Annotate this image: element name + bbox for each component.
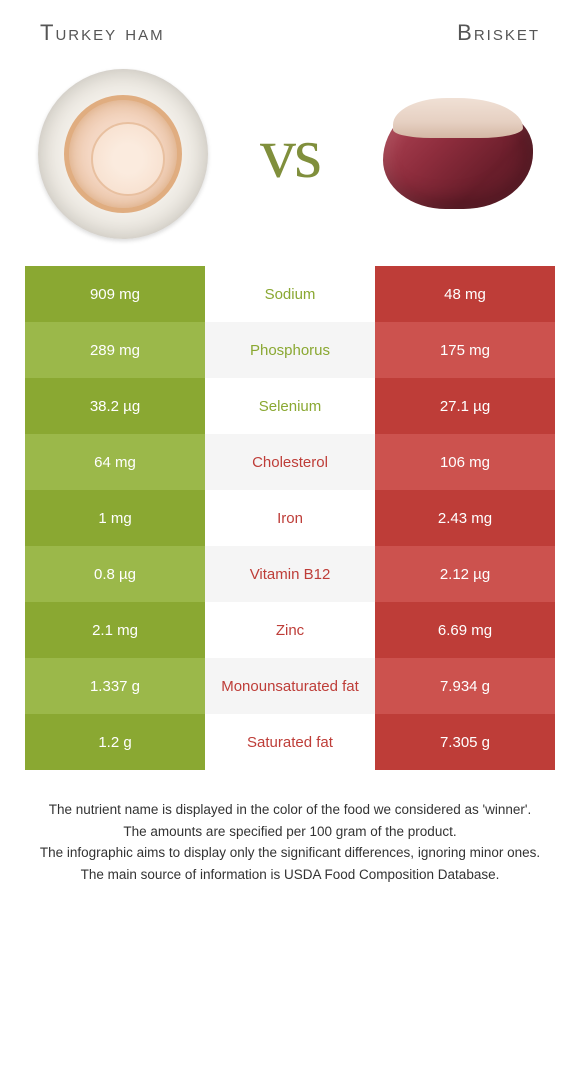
- infographic-container: Turkey ham Brisket vs 909 mg Sodium 48 m…: [0, 0, 580, 906]
- nutrient-name: Vitamin B12: [205, 546, 375, 602]
- table-row: 909 mg Sodium 48 mg: [25, 266, 555, 322]
- right-value: 106 mg: [375, 434, 555, 490]
- left-food-title: Turkey ham: [40, 20, 165, 46]
- table-row: 64 mg Cholesterol 106 mg: [25, 434, 555, 490]
- right-value: 7.934 g: [375, 658, 555, 714]
- right-food-image: [370, 66, 545, 241]
- right-food-title: Brisket: [457, 20, 540, 46]
- left-food-image: [35, 66, 210, 241]
- nutrient-table: 909 mg Sodium 48 mg 289 mg Phosphorus 17…: [0, 266, 580, 770]
- table-row: 2.1 mg Zinc 6.69 mg: [25, 602, 555, 658]
- left-value: 1.2 g: [25, 714, 205, 770]
- table-row: 1.2 g Saturated fat 7.305 g: [25, 714, 555, 770]
- table-row: 1.337 g Monounsaturated fat 7.934 g: [25, 658, 555, 714]
- right-value: 2.12 µg: [375, 546, 555, 602]
- nutrient-name: Saturated fat: [205, 714, 375, 770]
- footer-notes: The nutrient name is displayed in the co…: [0, 770, 580, 884]
- nutrient-name: Sodium: [205, 266, 375, 322]
- right-value: 6.69 mg: [375, 602, 555, 658]
- vs-label: vs: [260, 112, 320, 195]
- right-value: 27.1 µg: [375, 378, 555, 434]
- left-value: 1.337 g: [25, 658, 205, 714]
- left-value: 2.1 mg: [25, 602, 205, 658]
- nutrient-name: Iron: [205, 490, 375, 546]
- left-value: 289 mg: [25, 322, 205, 378]
- left-value: 64 mg: [25, 434, 205, 490]
- nutrient-name: Cholesterol: [205, 434, 375, 490]
- turkey-ham-icon: [64, 95, 182, 213]
- table-row: 0.8 µg Vitamin B12 2.12 µg: [25, 546, 555, 602]
- header: Turkey ham Brisket: [0, 0, 580, 56]
- left-value: 38.2 µg: [25, 378, 205, 434]
- right-value: 48 mg: [375, 266, 555, 322]
- footer-line: The nutrient name is displayed in the co…: [35, 800, 545, 820]
- left-value: 1 mg: [25, 490, 205, 546]
- brisket-icon: [378, 94, 538, 214]
- plate-icon: [38, 69, 208, 239]
- right-value: 175 mg: [375, 322, 555, 378]
- image-row: vs: [0, 56, 580, 266]
- nutrient-name: Phosphorus: [205, 322, 375, 378]
- left-value: 909 mg: [25, 266, 205, 322]
- nutrient-name: Selenium: [205, 378, 375, 434]
- table-row: 38.2 µg Selenium 27.1 µg: [25, 378, 555, 434]
- footer-line: The infographic aims to display only the…: [35, 843, 545, 863]
- nutrient-name: Monounsaturated fat: [205, 658, 375, 714]
- footer-line: The amounts are specified per 100 gram o…: [35, 822, 545, 842]
- left-value: 0.8 µg: [25, 546, 205, 602]
- right-value: 2.43 mg: [375, 490, 555, 546]
- table-row: 1 mg Iron 2.43 mg: [25, 490, 555, 546]
- right-value: 7.305 g: [375, 714, 555, 770]
- table-row: 289 mg Phosphorus 175 mg: [25, 322, 555, 378]
- nutrient-name: Zinc: [205, 602, 375, 658]
- footer-line: The main source of information is USDA F…: [35, 865, 545, 885]
